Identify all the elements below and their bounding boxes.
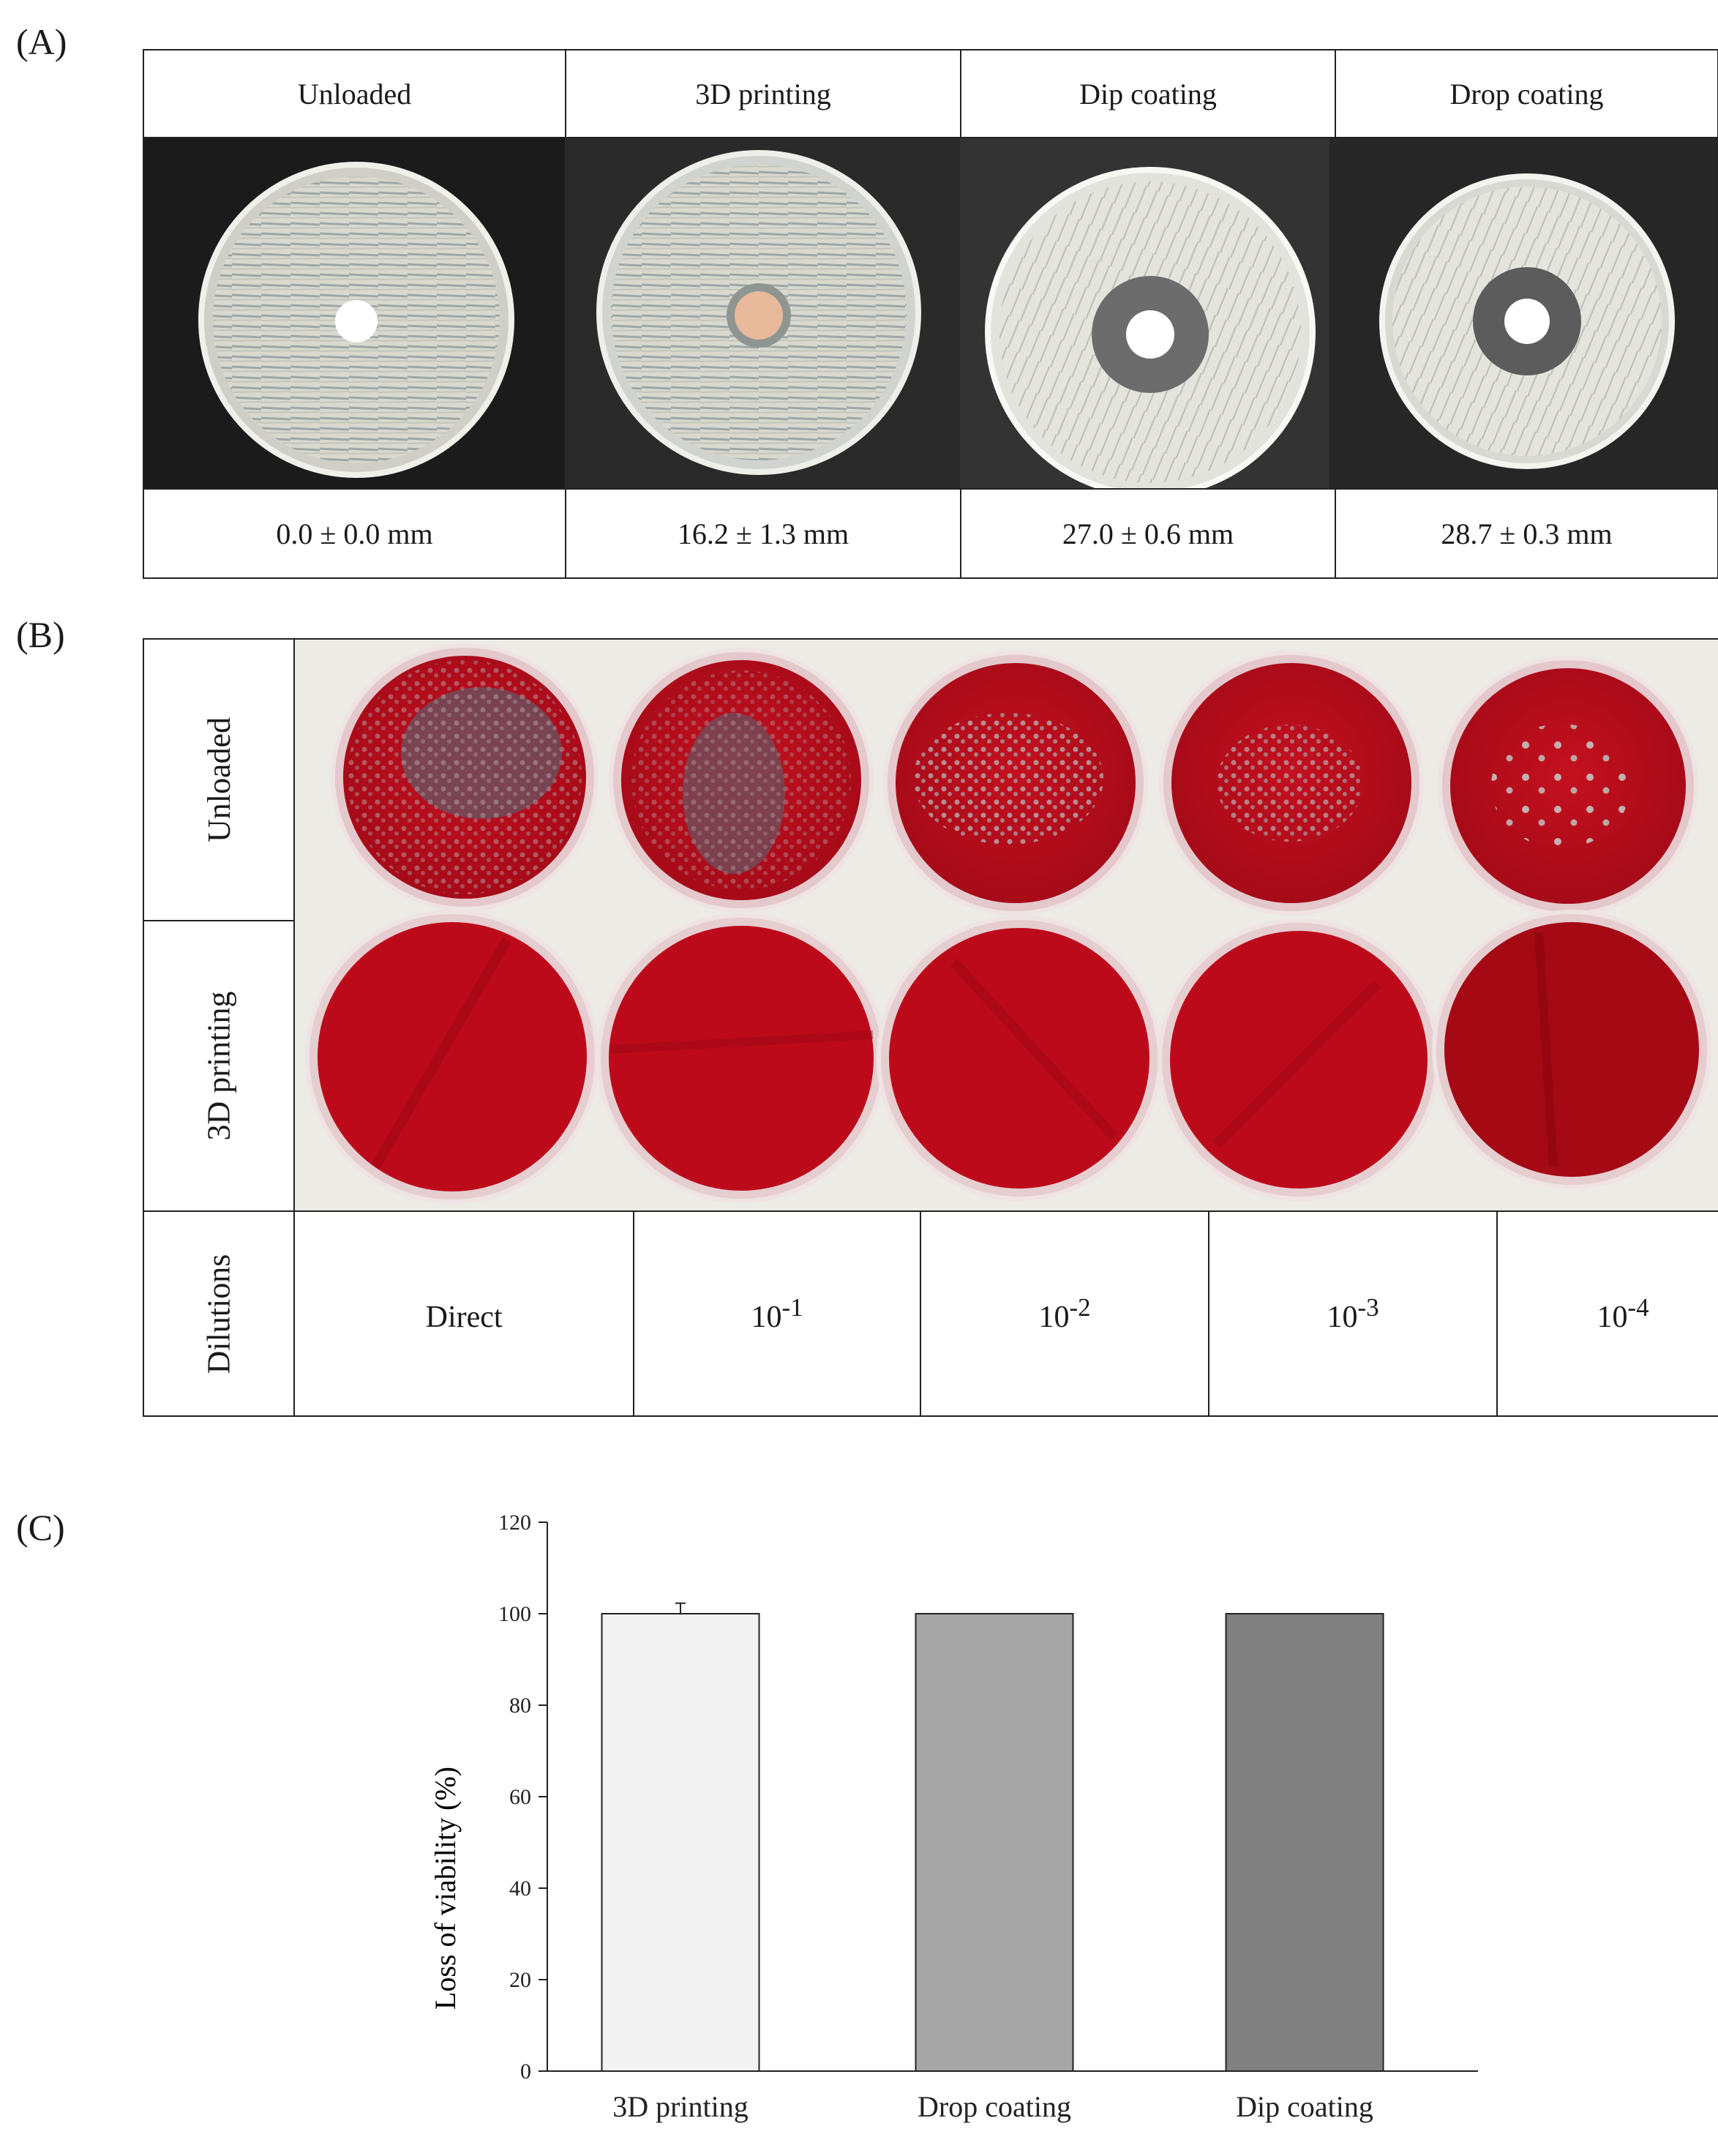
header-unloaded: Unloaded — [143, 49, 566, 138]
y-tick-label-100: 100 — [498, 1602, 531, 1626]
x-tick-label-0: 3D printing — [612, 2090, 749, 2123]
dish-drop-coating — [1379, 173, 1675, 469]
dilution-10-3: 10-3 — [1208, 1210, 1498, 1417]
plate-unloaded-dilution-3 — [1159, 651, 1425, 916]
dilution-direct: Direct — [293, 1210, 635, 1417]
panel-b-label: (B) — [16, 614, 65, 655]
dish-dip-coating — [985, 167, 1316, 488]
y-tick-label-0: 0 — [520, 2059, 531, 2084]
header-dip-coating: Dip coating — [960, 49, 1336, 138]
dish-unloaded — [198, 162, 514, 478]
panel-b-table: Unloaded — [142, 638, 1718, 1417]
zone-3d-printing: 16.2 ± 1.3 mm — [565, 488, 961, 579]
header-3d-printing: 3D printing — [565, 49, 961, 138]
bar-dip-coating — [1225, 1613, 1384, 2072]
plate-3d-dilution-3 — [1158, 918, 1441, 1201]
dilution-10-4: 10-4 — [1496, 1210, 1718, 1417]
y-tick-label-20: 20 — [509, 1968, 531, 1992]
dilution-10-2: 10-2 — [920, 1210, 1210, 1417]
panel-a-table: Unloaded 3D printing Dip coating Drop co… — [143, 49, 1718, 579]
panel-a-label: (A) — [16, 21, 67, 62]
petri-dish-photo-strip — [143, 137, 1718, 490]
y-tick-label-80: 80 — [509, 1693, 531, 1718]
plate-unloaded-dilution-2 — [883, 651, 1149, 916]
bar-3d-printing — [601, 1613, 760, 2072]
row-label-3d-printing-cell: 3D printing — [142, 919, 296, 1213]
zone-unloaded: 0.0 ± 0.0 mm — [143, 488, 566, 579]
dilution-10-1: 10-1 — [633, 1210, 922, 1417]
dish-3d-printing — [596, 150, 921, 475]
row-label-unloaded-cell: Unloaded — [142, 638, 296, 921]
row-label-3d-printing: 3D printing — [200, 991, 237, 1141]
panel-c-label: (C) — [16, 1507, 65, 1548]
row-label-unloaded: Unloaded — [200, 716, 237, 843]
zone-drop-coating: 28.7 ± 0.3 mm — [1335, 488, 1718, 579]
header-drop-coating: Drop coating — [1335, 49, 1718, 138]
dilutions-label: Dilutions — [200, 1254, 237, 1374]
dilutions-label-cell: Dilutions — [142, 1210, 296, 1417]
agar-plates-photo — [293, 638, 1718, 1212]
y-tick-label-60: 60 — [509, 1785, 531, 1809]
zone-dip-coating: 27.0 ± 0.6 mm — [960, 488, 1336, 579]
plate-3d-direct — [305, 910, 600, 1204]
plate-unloaded-dilution-1 — [609, 648, 874, 913]
plate-unloaded-direct — [331, 643, 599, 911]
y-axis-title: Loss of viability (%) — [429, 1767, 462, 2010]
x-tick-label-1: Drop coating — [918, 2090, 1071, 2123]
y-tick-label-120: 120 — [498, 1511, 531, 1535]
plate-3d-dilution-4 — [1432, 910, 1712, 1189]
dilution-plates — [295, 640, 1718, 1210]
x-tick-label-2: Dip coating — [1236, 2090, 1373, 2123]
plate-3d-dilution-2 — [877, 916, 1163, 1201]
viability-bar-chart: Loss of viability (%) 0 20 40 60 80 100 120 3D … — [429, 1511, 1478, 2123]
y-tick-label-40: 40 — [509, 1876, 531, 1901]
disk-diffusion-photos — [144, 138, 1717, 488]
plate-unloaded-dilution-4 — [1438, 656, 1699, 916]
plate-3d-dilution-1 — [596, 913, 887, 1203]
bar-drop-coating — [915, 1613, 1074, 2072]
